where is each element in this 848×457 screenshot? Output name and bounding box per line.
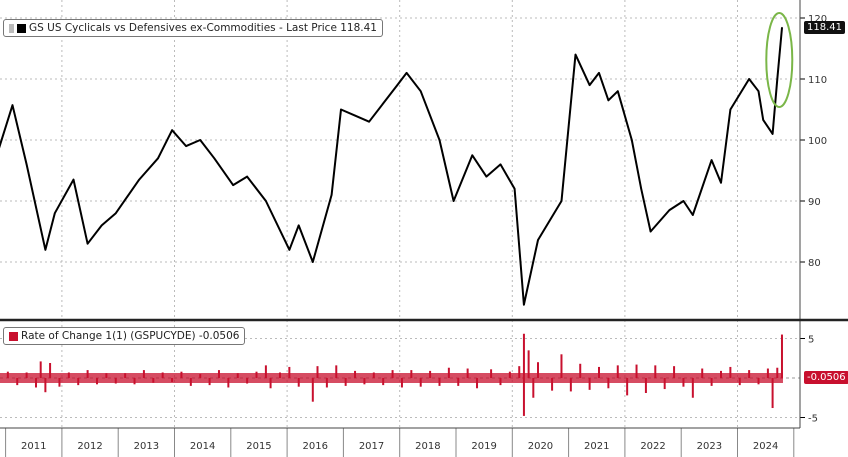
y-tick-label: 80 [808, 258, 821, 269]
price-point [288, 249, 291, 251]
x-tick-label: 2024 [753, 441, 778, 452]
price-point [396, 84, 399, 86]
x-tick-label: 2017 [359, 441, 384, 452]
price-point [598, 72, 600, 74]
price-line [0, 27, 783, 306]
price-point [748, 78, 750, 80]
price-point [692, 214, 694, 216]
price-point [157, 157, 159, 160]
price-point [523, 303, 525, 306]
x-tick-label: 2021 [584, 441, 609, 452]
price-point [537, 239, 539, 241]
legend-swatch-red [9, 331, 18, 341]
y-tick-label: 5 [808, 335, 814, 346]
last-roc-label: -0.0506 [804, 371, 848, 384]
price-point [53, 212, 56, 214]
price-point [616, 90, 619, 92]
x-tick-label: 2011 [21, 441, 46, 452]
legend-swatch-black [17, 23, 26, 33]
price-point [368, 120, 370, 123]
price-point [513, 188, 516, 190]
x-tick-label: 2016 [303, 441, 328, 452]
legend-handle-icon [9, 23, 14, 33]
highlight-ellipse [765, 12, 794, 108]
price-point [312, 261, 314, 263]
price-point [25, 163, 28, 166]
price-point [757, 90, 760, 92]
price-point [560, 200, 563, 202]
price-point [11, 104, 14, 107]
price-point [729, 108, 732, 111]
price-point [199, 139, 202, 141]
price-point [640, 188, 643, 190]
price-point [720, 181, 722, 184]
price-point [668, 209, 671, 211]
price-point [771, 133, 774, 135]
price-point [419, 90, 422, 92]
price-point [762, 119, 765, 121]
price-point [499, 163, 502, 166]
y-tick-label: 100 [808, 136, 827, 147]
x-tick-label: 2012 [77, 441, 102, 452]
price-point [485, 175, 488, 178]
price-point [574, 53, 577, 56]
price-point [631, 139, 633, 141]
price-point [246, 175, 248, 178]
price-point [44, 249, 47, 251]
price-point [649, 230, 652, 233]
x-tick-label: 2019 [471, 441, 496, 452]
x-tick-label: 2022 [640, 441, 665, 452]
price-point [232, 184, 234, 186]
x-tick-label: 2014 [190, 441, 215, 452]
price-point [438, 139, 441, 141]
price-point [114, 212, 117, 214]
x-tick-label: 2015 [246, 441, 271, 452]
price-point [100, 224, 103, 227]
price-point [354, 114, 356, 117]
roc-band [0, 373, 783, 383]
legend-main-label: GS US Cyclicals vs Defensives ex-Commodi… [29, 22, 377, 34]
price-point [72, 178, 75, 181]
price-point [297, 224, 300, 227]
price-point [265, 200, 267, 202]
price-point [781, 26, 783, 29]
price-point [340, 108, 342, 111]
y-tick-label: 110 [808, 75, 827, 86]
x-tick-label: 2018 [415, 441, 440, 452]
price-point [171, 129, 173, 132]
y-tick-label: 90 [808, 197, 821, 208]
price-point [710, 159, 713, 161]
y-tick-label: -5 [808, 414, 818, 425]
legend-main: GS US Cyclicals vs Defensives ex-Commodi… [3, 19, 383, 37]
price-point [452, 200, 455, 202]
price-point [588, 84, 591, 86]
x-tick-label: 2020 [528, 441, 553, 452]
last-price-label: 118.41 [804, 21, 845, 34]
price-point [330, 194, 333, 196]
price-point [185, 145, 187, 147]
x-tick-label: 2023 [697, 441, 722, 452]
price-point [86, 242, 89, 245]
price-point [213, 157, 216, 160]
x-tick-label: 2013 [134, 441, 159, 452]
y-tick-label: 120 [808, 14, 827, 25]
legend-roc: Rate of Change 1(1) (GSPUCYDE) -0.0506 [3, 327, 246, 345]
legend-roc-label: Rate of Change 1(1) (GSPUCYDE) -0.0506 [21, 330, 240, 342]
price-point [471, 154, 474, 157]
price-point [382, 102, 384, 105]
price-point [607, 99, 610, 102]
price-point [682, 200, 685, 202]
price-point [138, 178, 141, 181]
price-point [776, 78, 779, 80]
price-point [405, 72, 408, 74]
